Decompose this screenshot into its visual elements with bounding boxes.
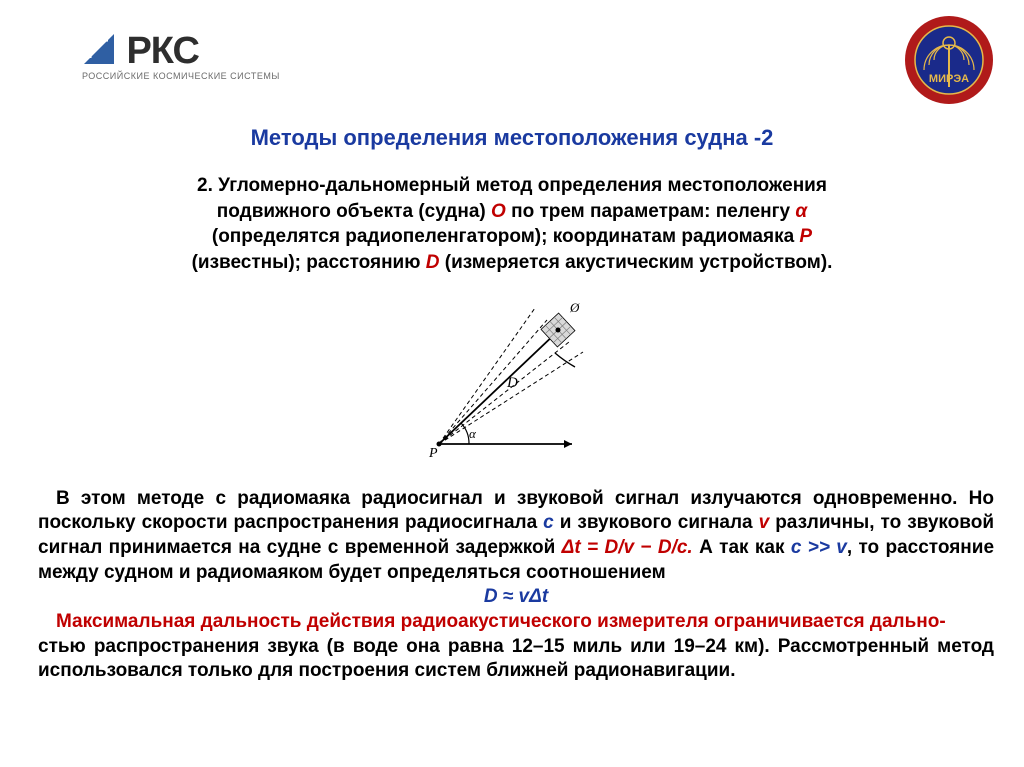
p2-lead: Максимальная дальность действия радиоаку… bbox=[56, 611, 946, 632]
logo-mirea: МИРЭА bbox=[904, 15, 994, 105]
paragraph-1: В этом методе с радиомаяка радиосигнал и… bbox=[38, 487, 994, 586]
diagram-label-d: D bbox=[506, 375, 518, 391]
diagram-label-alpha: α bbox=[469, 426, 477, 441]
rks-tagline: РОССИЙСКИЕ КОСМИЧЕСКИЕ СИСТЕМЫ bbox=[82, 71, 280, 81]
mirea-label: МИРЭА bbox=[929, 73, 969, 85]
sub-line4a: (известны); расстоянию bbox=[192, 252, 426, 273]
diagram-label-p: P bbox=[428, 446, 438, 461]
sub-line1: 2. Угломерно-дальномерный метод определе… bbox=[197, 175, 827, 196]
sub-line3a: (определятся радиопеленгатором); координ… bbox=[212, 226, 800, 247]
p1d: А так как bbox=[693, 537, 791, 558]
slide-title: Методы определения местоположения судна … bbox=[0, 125, 1024, 151]
sub-line2a: подвижного объекта (судна) bbox=[217, 201, 491, 222]
var-o: О bbox=[491, 201, 506, 222]
var-d: D bbox=[426, 252, 440, 273]
formula-d: D ≈ vΔt bbox=[38, 585, 994, 610]
rks-text: РКС bbox=[126, 30, 198, 73]
var-alpha: α bbox=[795, 201, 807, 222]
p2a: стью распространения звука (в воде она р… bbox=[38, 636, 994, 682]
slide-header: РКС РОССИЙСКИЕ КОСМИЧЕСКИЕ СИСТЕМЫ МИРЭА bbox=[0, 0, 1024, 110]
var-c: с bbox=[543, 512, 554, 533]
eq-dt: Δt = D/v − D/c. bbox=[562, 537, 693, 558]
p1b: и звукового сигнала bbox=[554, 512, 759, 533]
sub-line4b: (измеряется акустическим устройством). bbox=[439, 252, 832, 273]
diagram: P Ø α D bbox=[0, 294, 1024, 469]
rks-mark-icon bbox=[80, 30, 118, 73]
diagram-label-o: Ø bbox=[569, 300, 580, 315]
paragraph-2: Максимальная дальность действия радиоаку… bbox=[38, 610, 994, 684]
logo-rks: РКС РОССИЙСКИЕ КОСМИЧЕСКИЕ СИСТЕМЫ bbox=[80, 30, 280, 81]
body-text: В этом методе с радиомаяка радиосигнал и… bbox=[0, 487, 1024, 685]
var-v: v bbox=[759, 512, 770, 533]
sub-line2b: по трем параметрам: пеленгу bbox=[506, 201, 796, 222]
var-p: Р bbox=[799, 226, 812, 247]
ineq-cv: c >> v bbox=[791, 537, 847, 558]
subtitle-block: 2. Угломерно-дальномерный метод определе… bbox=[0, 173, 1024, 276]
